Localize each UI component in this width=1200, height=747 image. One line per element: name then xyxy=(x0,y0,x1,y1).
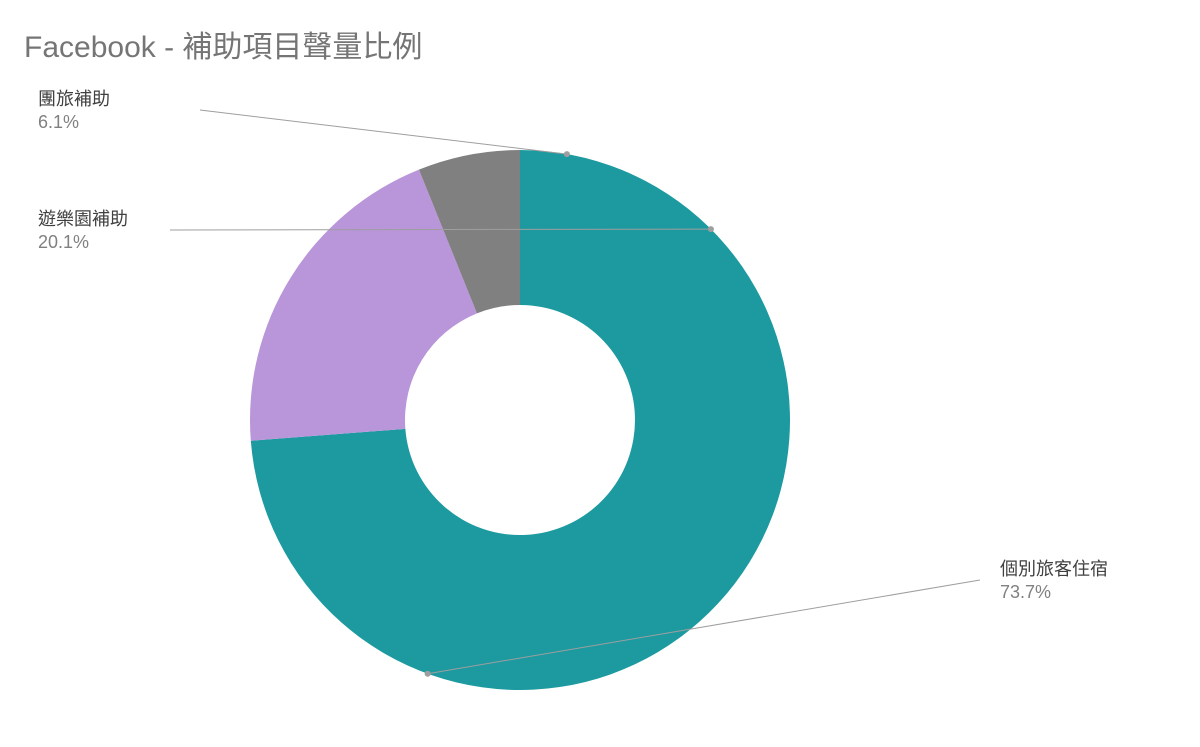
slice-label-name: 團旅補助 xyxy=(38,88,110,111)
slice-label: 個別旅客住宿73.7% xyxy=(1000,558,1108,603)
slice-label-pct: 20.1% xyxy=(38,231,128,254)
leader-dot xyxy=(425,671,431,677)
slice-label-pct: 73.7% xyxy=(1000,581,1108,604)
slice-label-name: 遊樂園補助 xyxy=(38,208,128,231)
slice-label: 團旅補助6.1% xyxy=(38,88,110,133)
leader-dot xyxy=(564,151,570,157)
slice-label-pct: 6.1% xyxy=(38,111,110,134)
leader-dot xyxy=(708,226,714,232)
slice-label: 遊樂園補助20.1% xyxy=(38,208,128,253)
leader-line xyxy=(200,110,567,154)
slice-label-name: 個別旅客住宿 xyxy=(1000,558,1108,581)
donut-chart xyxy=(0,0,1200,742)
